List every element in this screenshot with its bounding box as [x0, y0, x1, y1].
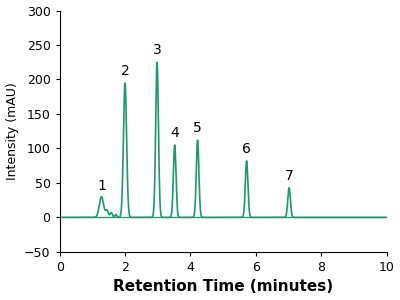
Y-axis label: Intensity (mAU): Intensity (mAU) — [6, 82, 18, 180]
Text: 6: 6 — [242, 142, 251, 156]
Text: 7: 7 — [285, 169, 294, 183]
X-axis label: Retention Time (minutes): Retention Time (minutes) — [113, 279, 333, 294]
Text: 1: 1 — [98, 179, 106, 193]
Text: 5: 5 — [193, 121, 202, 135]
Text: 3: 3 — [153, 44, 162, 57]
Text: 2: 2 — [121, 64, 129, 78]
Text: 4: 4 — [170, 126, 179, 140]
